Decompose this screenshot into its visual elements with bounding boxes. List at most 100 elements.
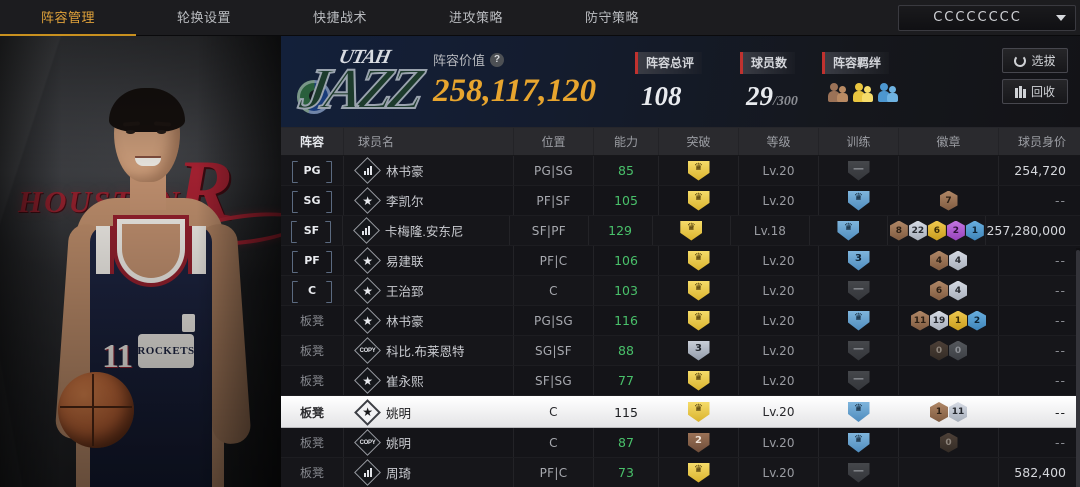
training-shield-icon[interactable]: 3 xyxy=(847,250,870,271)
breakthrough-cell[interactable]: ♛ xyxy=(658,366,738,395)
column-header-level[interactable]: 等级 xyxy=(738,128,818,155)
merit-badge-hex[interactable]: 4 xyxy=(930,250,948,271)
training-cell[interactable]: ♛ xyxy=(818,306,898,335)
merit-badge-hex[interactable]: 0 xyxy=(939,432,958,453)
tab-defense-strategy[interactable]: 防守策略 xyxy=(584,9,639,25)
player-name-cell[interactable]: ★ 姚明 xyxy=(343,397,513,427)
merit-badge-hex[interactable]: 1 xyxy=(949,310,967,331)
lineup-slot-cell[interactable]: 板凳 xyxy=(281,366,343,395)
merit-badge-hex[interactable]: 1 xyxy=(930,402,948,422)
tab-lineup-management[interactable]: 阵容管理 xyxy=(0,0,136,36)
column-header-price[interactable]: 球员身价 xyxy=(998,128,1080,155)
column-header-name[interactable]: 球员名 xyxy=(343,128,513,155)
column-header-lineup[interactable]: 阵容 xyxy=(299,135,324,149)
training-shield-icon[interactable]: — xyxy=(847,160,870,181)
breakthrough-cell[interactable]: ♛ xyxy=(658,397,738,427)
question-mark-icon[interactable]: ? xyxy=(490,52,505,67)
breakthrough-badge[interactable]: ♛ xyxy=(687,370,710,391)
breakthrough-cell[interactable]: ♛ xyxy=(658,306,738,335)
breakthrough-cell[interactable]: ♛ xyxy=(658,186,738,215)
merit-badge-hex[interactable]: 0 xyxy=(949,340,967,361)
badge-cell[interactable]: 0 xyxy=(898,428,998,457)
training-cell[interactable]: ♛ xyxy=(818,397,898,427)
merit-badge-hex[interactable]: 7 xyxy=(939,190,958,211)
lineup-slot-chip[interactable]: SF xyxy=(291,220,332,243)
lineup-slot-chip[interactable]: 板凳 xyxy=(299,374,324,388)
breakthrough-badge[interactable]: ♛ xyxy=(680,220,703,241)
breakthrough-badge[interactable]: ♛ xyxy=(687,402,710,422)
player-name-cell[interactable]: ★ 李凯尔 xyxy=(343,186,513,215)
badge-cell[interactable]: 8 22 6 2 1 xyxy=(887,216,985,245)
player-name-cell[interactable]: COPY 姚明 xyxy=(343,428,513,457)
player-name-cell[interactable]: 卡梅隆.安东尼 xyxy=(341,216,509,245)
lineup-slot-cell[interactable]: 板凳 xyxy=(281,428,343,457)
training-shield-icon[interactable]: — xyxy=(847,462,870,483)
table-row[interactable]: SG ★ 李凯尔 PF|SF 105 ♛ Lv.20 ♛ 7 -- xyxy=(281,186,1080,216)
training-shield-icon[interactable]: — xyxy=(847,280,870,301)
training-cell[interactable]: 3 xyxy=(818,246,898,275)
column-header-position[interactable]: 位置 xyxy=(513,128,593,155)
tab-rotation-settings[interactable]: 轮换设置 xyxy=(176,9,231,25)
lineup-slot-cell[interactable]: SF xyxy=(281,216,342,245)
training-shield-icon[interactable]: ♛ xyxy=(847,432,870,453)
lineup-slot-chip[interactable]: 板凳 xyxy=(299,405,324,420)
player-name-cell[interactable]: 林书豪 xyxy=(343,156,513,185)
table-row[interactable]: 板凳 周琦 PF|C 73 ♛ Lv.20 — 582,400 xyxy=(281,458,1080,487)
player-name-cell[interactable]: ★ 王治郅 xyxy=(343,276,513,305)
training-cell[interactable]: — xyxy=(818,276,898,305)
lineup-slot-cell[interactable]: C xyxy=(281,276,343,305)
table-row[interactable]: PG 林书豪 PG|SG 85 ♛ Lv.20 — 254,720 xyxy=(281,156,1080,186)
training-shield-icon[interactable]: — xyxy=(847,370,870,391)
lineup-slot-cell[interactable]: 板凳 xyxy=(281,397,343,427)
merit-badge-hex[interactable]: 2 xyxy=(968,310,986,331)
player-name-cell[interactable]: ★ 易建联 xyxy=(343,246,513,275)
lineup-slot-chip[interactable]: 板凳 xyxy=(299,314,324,328)
merit-badge-hex[interactable]: 11 xyxy=(911,310,929,331)
training-cell[interactable]: — xyxy=(818,156,898,185)
team-select-dropdown[interactable]: CCCCCCCC xyxy=(898,4,1076,31)
lineup-slot-chip[interactable]: PF xyxy=(292,250,332,273)
breakthrough-badge[interactable]: ♛ xyxy=(687,160,710,181)
merit-badge-hex[interactable]: 8 xyxy=(889,220,908,241)
recycle-button[interactable]: 回收 xyxy=(1002,79,1068,104)
training-cell[interactable]: ♛ xyxy=(808,216,888,245)
lineup-slot-cell[interactable]: PG xyxy=(281,156,343,185)
table-row[interactable]: 板凳 ★ 崔永熙 SF|SG 77 ♛ Lv.20 — -- xyxy=(281,366,1080,396)
table-row[interactable]: 板凳 ★ 姚明 C 115 ♛ Lv.20 ♛ 1 11 -- xyxy=(281,396,1080,428)
column-header-training[interactable]: 训练 xyxy=(818,128,898,155)
merit-badge-hex[interactable]: 22 xyxy=(908,220,927,241)
vertical-scrollbar[interactable] xyxy=(1076,248,1080,487)
training-cell[interactable]: ♛ xyxy=(818,186,898,215)
badge-cell[interactable] xyxy=(898,156,998,185)
training-shield-icon[interactable]: ♛ xyxy=(847,310,870,331)
training-shield-icon[interactable]: ♛ xyxy=(847,190,870,211)
lineup-slot-cell[interactable]: 板凳 xyxy=(281,458,343,487)
column-header-badge[interactable]: 徽章 xyxy=(898,128,998,155)
lineup-slot-chip[interactable]: SG xyxy=(292,190,332,213)
column-header-ability[interactable]: 能力 xyxy=(593,128,658,155)
training-cell[interactable]: ♛ xyxy=(818,428,898,457)
breakthrough-cell[interactable]: ♛ xyxy=(658,458,738,487)
tab-quick-tactics[interactable]: 快捷战术 xyxy=(312,9,367,25)
table-row[interactable]: SF 卡梅隆.安东尼 SF|PF 129 ♛ Lv.18 ♛ 8 22 6 2 1 257,280,00… xyxy=(281,216,1080,246)
training-cell[interactable]: — xyxy=(818,336,898,365)
lineup-slot-chip[interactable]: PG xyxy=(292,160,332,183)
column-header-breakthrough[interactable]: 突破 xyxy=(658,128,738,155)
lineup-slot-chip[interactable]: 板凳 xyxy=(299,466,324,480)
training-shield-icon[interactable]: — xyxy=(847,340,870,361)
lineup-slot-cell[interactable]: SG xyxy=(281,186,343,215)
table-row[interactable]: 板凳 COPY 姚明 C 87 2 Lv.20 ♛ 0 -- xyxy=(281,428,1080,458)
lineup-slot-chip[interactable]: 板凳 xyxy=(299,344,324,358)
badge-cell[interactable] xyxy=(898,366,998,395)
lineup-slot-chip[interactable]: C xyxy=(292,280,332,303)
breakthrough-badge[interactable]: ♛ xyxy=(687,280,710,301)
bond-icon-bronze[interactable] xyxy=(828,82,850,104)
breakthrough-badge[interactable]: 3 xyxy=(687,340,710,361)
merit-badge-hex[interactable]: 19 xyxy=(930,310,948,331)
lineup-slot-chip[interactable]: 板凳 xyxy=(299,436,324,450)
badge-cell[interactable] xyxy=(898,458,998,487)
player-name-cell[interactable]: COPY 科比.布莱恩特 xyxy=(343,336,513,365)
breakthrough-badge[interactable]: ♛ xyxy=(687,310,710,331)
